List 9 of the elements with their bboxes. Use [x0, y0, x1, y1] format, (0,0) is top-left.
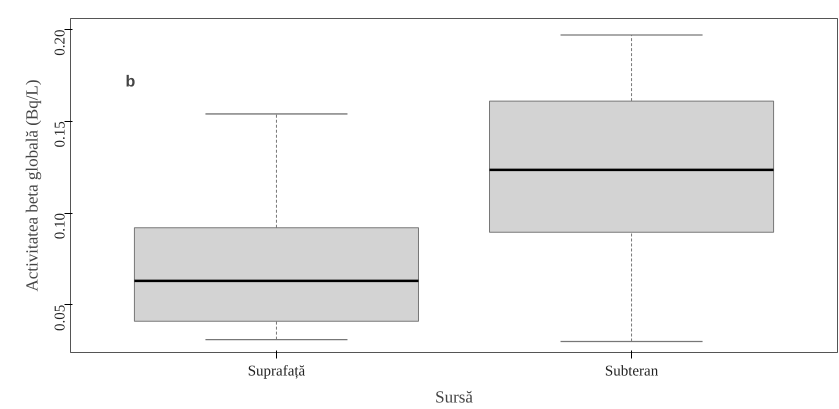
x-axis-title: Sursă	[435, 388, 474, 406]
y-tick-label: 0.10	[52, 213, 68, 240]
y-tick-label: 0.15	[52, 121, 68, 148]
y-tick-label: 0.20	[52, 30, 68, 56]
x-tick-label: Subteran	[604, 364, 659, 380]
x-tick-label: Suprafață	[248, 364, 306, 380]
y-tick-label: 0.05	[52, 304, 68, 332]
annotation: b	[126, 74, 136, 90]
y-axis-title: Activitatea beta globală (Bq/L)	[22, 80, 42, 292]
